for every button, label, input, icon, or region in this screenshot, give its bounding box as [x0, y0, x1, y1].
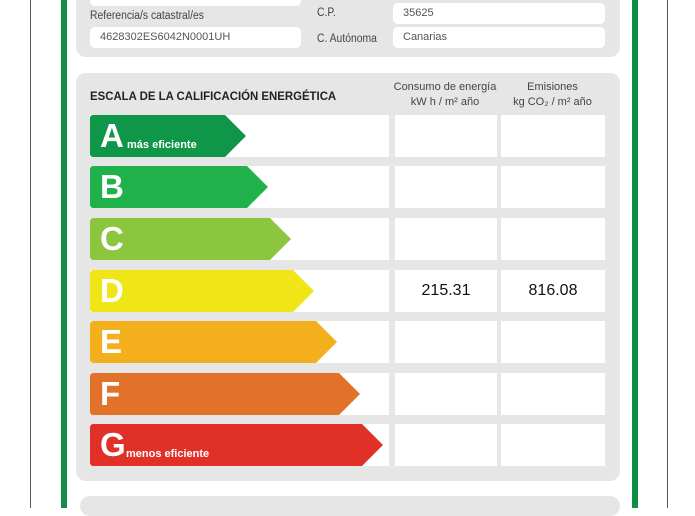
rating-arrow-e: E	[90, 321, 316, 363]
arrow-tip	[362, 424, 383, 466]
rating-row-d: D	[90, 270, 389, 312]
arrow-tip	[270, 218, 291, 260]
energy-column-header: Consumo de energía kW h / m² año	[385, 80, 505, 110]
rating-arrow-d: D	[90, 270, 293, 312]
rating-arrow-f: F	[90, 373, 339, 415]
energy-cell-g	[395, 424, 497, 466]
emissions-cell-e	[501, 321, 605, 363]
scale-title: ESCALA DE LA CALIFICACIÓN ENERGÉTICA	[90, 89, 337, 103]
emissions-column-header: Emisiones kg CO₂ / m² año	[495, 80, 610, 110]
postal-label: C.P.	[317, 7, 336, 19]
arrow-tip	[247, 166, 268, 208]
rating-letter: E	[100, 323, 123, 360]
postal-field: 35625	[393, 3, 605, 24]
energy-cell-f	[395, 373, 497, 415]
energy-cell-d: 215.31	[395, 270, 497, 312]
emissions-cell-b	[501, 166, 605, 208]
rating-letter: C	[100, 220, 124, 257]
region-label: C. Autónoma	[317, 33, 377, 45]
arrow-tip	[339, 373, 360, 415]
rating-arrow-a: A más eficiente	[90, 115, 225, 157]
emissions-header-label: Emisiones	[527, 81, 578, 93]
rating-row-e: E	[90, 321, 389, 363]
rating-arrow-c: C	[90, 218, 270, 260]
cadastral-label: Referencia/s catastral/es	[90, 10, 204, 22]
cadastral-field: 4628302ES6042N0001UH	[90, 27, 301, 48]
emissions-cell-f	[501, 373, 605, 415]
rating-letter: F	[100, 375, 121, 412]
document-border	[30, 0, 668, 508]
rating-letter: B	[100, 168, 124, 205]
emissions-cell-a	[501, 115, 605, 157]
energy-cell-e	[395, 321, 497, 363]
rating-row-f: F	[90, 373, 389, 415]
emissions-header-unit: kg CO₂ / m² año	[513, 96, 592, 108]
emissions-cell-d: 816.08	[501, 270, 605, 312]
energy-header-unit: kW h / m² año	[410, 96, 480, 108]
next-panel	[80, 496, 620, 516]
rating-letter: A	[100, 117, 124, 154]
rating-row-a: A más eficiente	[90, 115, 389, 157]
rating-arrow-g: G menos eficiente	[90, 424, 362, 466]
rating-letter: D	[100, 272, 124, 309]
rating-letter: G	[100, 426, 126, 463]
arrow-tip	[293, 270, 314, 312]
rating-row-b: B	[90, 166, 389, 208]
green-frame-left	[61, 0, 67, 508]
emissions-cell-c	[501, 218, 605, 260]
energy-cell-c	[395, 218, 497, 260]
region-field: Canarias	[393, 27, 605, 48]
energy-header-label: Consumo de energía	[393, 81, 497, 93]
rating-note: más eficiente	[127, 139, 197, 151]
rating-note: menos eficiente	[126, 448, 210, 460]
rating-row-g: G menos eficiente	[90, 424, 389, 466]
previous-field	[90, 0, 301, 6]
energy-cell-a	[395, 115, 497, 157]
rating-arrow-b: B	[90, 166, 247, 208]
energy-cell-b	[395, 166, 497, 208]
arrow-tip	[316, 321, 337, 363]
arrow-tip	[225, 115, 246, 157]
green-frame-right	[632, 0, 638, 508]
rating-row-c: C	[90, 218, 389, 260]
emissions-cell-g	[501, 424, 605, 466]
